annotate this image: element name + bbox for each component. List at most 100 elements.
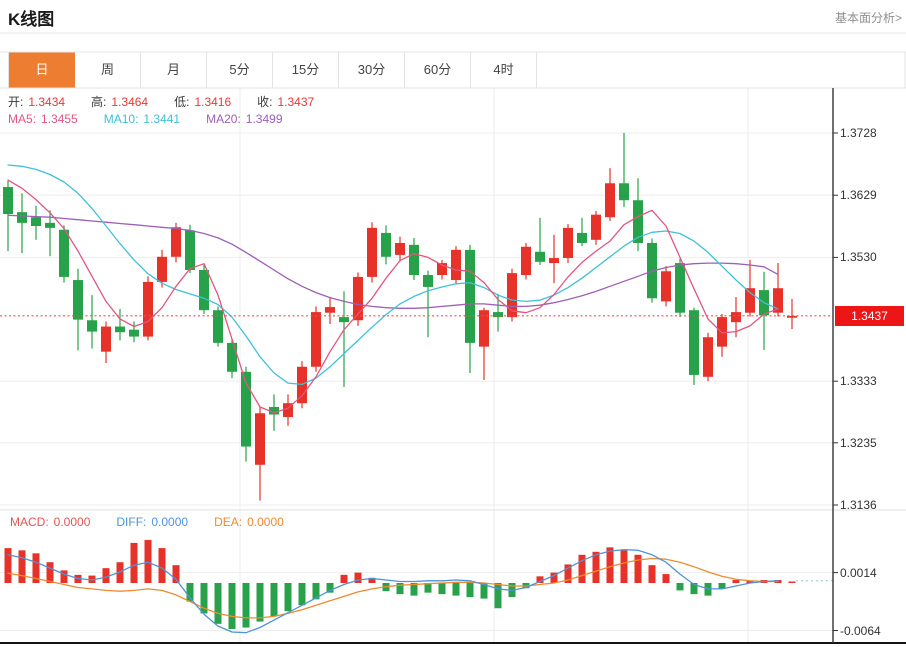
price-axis-label-3: 1.3333 — [840, 374, 877, 389]
candle-body — [241, 371, 251, 447]
dea-line — [7, 557, 779, 619]
candle-body — [115, 326, 125, 333]
candle-body — [409, 244, 419, 276]
candle-body — [143, 281, 153, 337]
macd-bar — [242, 583, 250, 628]
ma-pair-0: MA5: 1.3455 — [8, 112, 78, 126]
macd-bar — [480, 583, 488, 599]
candle-body — [185, 230, 195, 270]
candle-body — [633, 200, 643, 243]
macd-value-0: 0.0000 — [53, 515, 91, 529]
candle-body — [577, 232, 587, 243]
macd-bar — [746, 580, 754, 583]
candle-body — [451, 249, 461, 281]
ohlc-readout: 开: 1.3434 高: 1.3464 低: 1.3416 收: 1.3437 — [8, 95, 340, 109]
candle-body — [703, 337, 713, 377]
candle-body — [339, 317, 349, 323]
macd-axis-label-0: 0.0014 — [840, 565, 877, 580]
macd-bar — [214, 583, 222, 624]
candle-body — [17, 212, 27, 223]
macd-bar — [592, 551, 600, 583]
ma-value-2: 1.3499 — [245, 112, 283, 126]
macd-label-1: DIFF: — [116, 515, 147, 529]
candle-body — [675, 263, 685, 313]
macd-bar — [340, 574, 348, 583]
macd-bar — [620, 550, 628, 583]
macd-bar — [424, 583, 432, 593]
tab-period-3[interactable]: 5分 — [207, 52, 273, 88]
ma-label-1: MA10: — [103, 112, 139, 126]
fundamental-analysis-link[interactable]: 基本面分析> — [834, 11, 902, 25]
candle-body — [87, 320, 97, 332]
tab-period-6[interactable]: 60分 — [405, 52, 471, 88]
ohlc-pair-3: 收: 1.3437 — [257, 95, 314, 109]
ma-readout: MA5: 1.3455 MA10: 1.3441 MA20: 1.3499 — [8, 112, 309, 126]
tab-period-4[interactable]: 15分 — [273, 52, 339, 88]
macd-bar — [46, 562, 54, 583]
ohlc-value-2: 1.3416 — [194, 95, 232, 109]
price-axis-label-5: 1.3136 — [840, 498, 877, 512]
ohlc-value-3: 1.3437 — [277, 95, 315, 109]
ohlc-label-1: 高: — [91, 95, 107, 109]
ma-pair-2: MA20: 1.3499 — [206, 112, 282, 126]
macd-bar — [298, 583, 306, 606]
macd-bar — [172, 565, 180, 583]
candle-body — [269, 406, 279, 415]
candle-body — [59, 229, 69, 277]
macd-bar — [270, 583, 278, 617]
macd-label-0: MACD: — [10, 515, 49, 529]
candle-body — [437, 263, 447, 276]
macd-label-2: DEA: — [214, 515, 243, 529]
macd-bar — [144, 539, 152, 583]
macd-bar — [368, 577, 376, 583]
tab-period-7[interactable]: 4时 — [471, 52, 537, 88]
candle-body — [591, 214, 601, 240]
macd-bar — [88, 575, 96, 583]
tab-period-0[interactable]: 日 — [9, 52, 75, 88]
macd-bar — [200, 583, 208, 614]
candle-body — [745, 288, 755, 313]
macd-bar — [578, 554, 586, 583]
macd-bar — [690, 583, 698, 595]
candle-body — [661, 271, 671, 302]
ohlc-label-0: 开: — [8, 95, 24, 109]
candle-body — [731, 312, 741, 323]
candle-body — [689, 310, 699, 375]
candle-body — [563, 227, 573, 259]
macd-bar — [32, 553, 40, 583]
candle-body — [325, 307, 335, 313]
macd-bar — [354, 572, 362, 583]
tab-period-5[interactable]: 30分 — [339, 52, 405, 88]
ohlc-pair-0: 开: 1.3434 — [8, 95, 65, 109]
tab-period-1[interactable]: 周 — [75, 52, 141, 88]
macd-bar — [550, 572, 558, 583]
tab-period-2[interactable]: 月 — [141, 52, 207, 88]
candle-body — [283, 403, 293, 418]
candle-body — [717, 317, 727, 347]
ohlc-value-0: 1.3434 — [28, 95, 66, 109]
macd-bar — [648, 565, 656, 583]
candle-body — [479, 310, 489, 347]
price-axis-label-2: 1.3530 — [840, 250, 877, 265]
macd-bar — [676, 583, 684, 591]
macd-bar — [410, 583, 418, 596]
ohlc-value-1: 1.3464 — [111, 95, 149, 109]
macd-value-1: 0.0000 — [151, 515, 189, 529]
ma-value-0: 1.3455 — [41, 112, 78, 126]
macd-bar — [228, 583, 236, 630]
macd-bar — [312, 583, 320, 600]
ma20-line — [7, 214, 779, 309]
candle-body — [521, 246, 531, 276]
candle-body — [31, 217, 41, 226]
macd-bar — [130, 542, 138, 583]
ohlc-pair-1: 高: 1.3464 — [91, 95, 148, 109]
ohlc-pair-2: 低: 1.3416 — [174, 95, 231, 109]
macd-bar — [256, 583, 264, 622]
macd-bar — [452, 583, 460, 596]
candle-body — [227, 342, 237, 372]
macd-bar — [788, 581, 796, 583]
candle-body — [619, 183, 629, 201]
candle-body — [353, 276, 363, 321]
